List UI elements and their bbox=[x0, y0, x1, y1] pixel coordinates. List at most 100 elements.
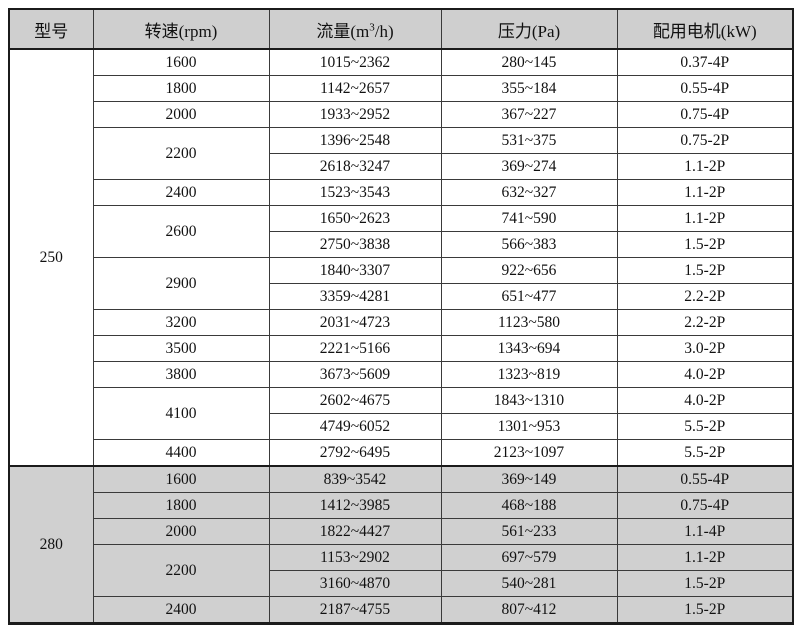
pressure-cell: 1343~694 bbox=[440, 335, 618, 362]
table-row: 3800 3673~5609 1323~819 4.0-2P bbox=[9, 361, 794, 388]
pressure-cell: 632~327 bbox=[440, 179, 618, 206]
speed-cell: 3200 bbox=[92, 309, 270, 336]
pressure-cell: 367~227 bbox=[440, 101, 618, 128]
table-row: 2618~3247 369~274 1.1-2P bbox=[9, 153, 794, 180]
motor-cell: 1.5-2P bbox=[616, 596, 794, 624]
motor-cell: 2.2-2P bbox=[616, 309, 794, 336]
table-row: 280 1600 839~3542 369~149 0.55-4P bbox=[8, 465, 794, 624]
table-body: 250 1600 1015~2362 280~145 0.37-4P 1800 1142~2… bbox=[8, 48, 794, 624]
speed-cell: 2200 bbox=[92, 544, 270, 597]
pressure-cell: 807~412 bbox=[440, 596, 618, 624]
motor-cell: 1.1-2P bbox=[616, 544, 794, 571]
pressure-cell: 651~477 bbox=[440, 283, 618, 310]
table-row: 2200 1153~2902 697~579 1.1-2P bbox=[9, 544, 794, 597]
motor-cell: 3.0-2P bbox=[616, 335, 794, 362]
header-row: 型号 转速(rpm) 流量(m3/h) 压力(Pa) 配用电机(kW) bbox=[8, 8, 794, 50]
flow-cell: 2187~4755 bbox=[268, 596, 442, 624]
pressure-cell: 369~149 bbox=[440, 465, 618, 493]
table-row: 2000 1822~4427 561~233 1.1-4P bbox=[9, 518, 794, 545]
flow-cell: 1933~2952 bbox=[268, 101, 442, 128]
pressure-cell: 355~184 bbox=[440, 75, 618, 102]
col-header-pressure: 压力(Pa) bbox=[440, 8, 618, 50]
speed-cell: 2200 bbox=[92, 127, 270, 180]
table-row: 3500 2221~5166 1343~694 3.0-2P bbox=[9, 335, 794, 362]
motor-cell: 4.0-2P bbox=[616, 387, 794, 414]
flow-cell: 2618~3247 bbox=[268, 153, 442, 180]
flow-header-superscript: 3 bbox=[369, 20, 375, 33]
motor-cell: 0.55-4P bbox=[616, 465, 794, 493]
pressure-cell: 540~281 bbox=[440, 570, 618, 597]
motor-cell: 1.1-2P bbox=[616, 153, 794, 180]
speed-cell: 4100 bbox=[92, 387, 270, 440]
flow-cell: 3359~4281 bbox=[268, 283, 442, 310]
spec-table: 型号 转速(rpm) 流量(m3/h) 压力(Pa) 配用电机(kW) 250 1… bbox=[8, 8, 794, 625]
motor-cell: 2.2-2P bbox=[616, 283, 794, 310]
table-row: 2400 2187~4755 807~412 1.5-2P bbox=[9, 596, 794, 624]
flow-cell: 3673~5609 bbox=[268, 361, 442, 388]
table-row: 1800 1142~2657 355~184 0.55-4P bbox=[9, 75, 794, 102]
motor-cell: 0.75-4P bbox=[616, 492, 794, 519]
pressure-cell: 2123~1097 bbox=[440, 439, 618, 467]
pressure-cell: 1123~580 bbox=[440, 309, 618, 336]
pressure-cell: 566~383 bbox=[440, 231, 618, 258]
flow-cell: 2750~3838 bbox=[268, 231, 442, 258]
speed-cell: 1800 bbox=[92, 75, 270, 102]
pressure-cell: 468~188 bbox=[440, 492, 618, 519]
pressure-cell: 1323~819 bbox=[440, 361, 618, 388]
flow-header-prefix: 流量(m bbox=[316, 21, 370, 41]
pressure-cell: 280~145 bbox=[440, 48, 618, 76]
speed-cell: 4400 bbox=[92, 439, 270, 467]
flow-cell: 2602~4675 bbox=[268, 387, 442, 414]
flow-cell: 1412~3985 bbox=[268, 492, 442, 519]
flow-cell: 1840~3307 bbox=[268, 257, 442, 284]
table-row: 4400 2792~6495 2123~1097 5.5-2P bbox=[9, 439, 794, 467]
flow-cell: 2221~5166 bbox=[268, 335, 442, 362]
motor-cell: 0.75-4P bbox=[616, 101, 794, 128]
flow-cell: 1142~2657 bbox=[268, 75, 442, 102]
table-row: 2200 1396~2548 531~375 0.75-2P bbox=[9, 127, 794, 180]
speed-cell: 3500 bbox=[92, 335, 270, 362]
speed-cell: 2400 bbox=[92, 179, 270, 206]
motor-cell: 5.5-2P bbox=[616, 413, 794, 440]
pressure-cell: 1843~1310 bbox=[440, 387, 618, 414]
table-row: 4749~6052 1301~953 5.5-2P bbox=[9, 413, 794, 440]
col-header-flow: 流量(m3/h) bbox=[268, 8, 442, 50]
table-row: 4100 2602~4675 1843~1310 4.0-2P bbox=[9, 387, 794, 440]
flow-cell: 1396~2548 bbox=[268, 127, 442, 154]
speed-cell: 2600 bbox=[92, 205, 270, 258]
table-row: 2400 1523~3543 632~327 1.1-2P bbox=[9, 179, 794, 206]
pressure-cell: 561~233 bbox=[440, 518, 618, 545]
motor-cell: 5.5-2P bbox=[616, 439, 794, 467]
motor-cell: 1.5-2P bbox=[616, 570, 794, 597]
flow-cell: 2031~4723 bbox=[268, 309, 442, 336]
flow-cell: 3160~4870 bbox=[268, 570, 442, 597]
pressure-cell: 1301~953 bbox=[440, 413, 618, 440]
flow-header-suffix: /h) bbox=[374, 21, 394, 41]
flow-cell: 1015~2362 bbox=[268, 48, 442, 76]
flow-cell: 1650~2623 bbox=[268, 205, 442, 232]
speed-cell: 3800 bbox=[92, 361, 270, 388]
flow-cell: 1523~3543 bbox=[268, 179, 442, 206]
pressure-cell: 922~656 bbox=[440, 257, 618, 284]
flow-cell: 2792~6495 bbox=[268, 439, 442, 467]
motor-cell: 0.55-4P bbox=[616, 75, 794, 102]
table-row: 2750~3838 566~383 1.5-2P bbox=[9, 231, 794, 258]
table-row: 250 1600 1015~2362 280~145 0.37-4P bbox=[8, 48, 794, 467]
speed-cell: 1600 bbox=[92, 465, 270, 493]
col-header-model: 型号 bbox=[8, 8, 94, 50]
speed-cell: 1800 bbox=[92, 492, 270, 519]
table-row: 3200 2031~4723 1123~580 2.2-2P bbox=[9, 309, 794, 336]
motor-cell: 0.37-4P bbox=[616, 48, 794, 76]
motor-cell: 1.1-4P bbox=[616, 518, 794, 545]
table-row: 2900 1840~3307 922~656 1.5-2P bbox=[9, 257, 794, 310]
model-cell: 250 bbox=[8, 48, 94, 467]
pressure-cell: 531~375 bbox=[440, 127, 618, 154]
flow-cell: 1153~2902 bbox=[268, 544, 442, 571]
speed-cell: 2900 bbox=[92, 257, 270, 310]
table-row: 1800 1412~3985 468~188 0.75-4P bbox=[9, 492, 794, 519]
col-header-speed: 转速(rpm) bbox=[92, 8, 270, 50]
motor-cell: 1.1-2P bbox=[616, 205, 794, 232]
speed-cell: 2000 bbox=[92, 518, 270, 545]
table-row: 3160~4870 540~281 1.5-2P bbox=[9, 570, 794, 597]
